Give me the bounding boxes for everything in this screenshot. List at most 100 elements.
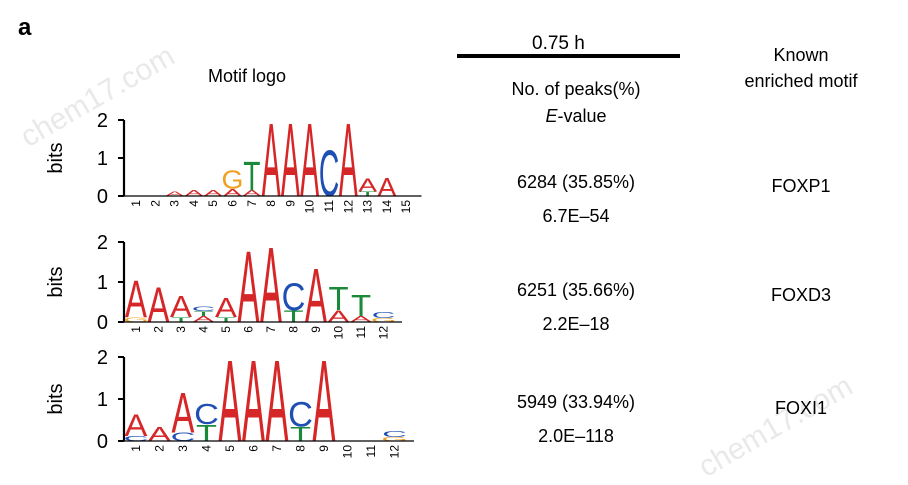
y-tick-label: 2 xyxy=(97,347,108,369)
position-label: 2 xyxy=(148,200,162,207)
logo-letter-C: C xyxy=(319,136,339,210)
logo-letter-C: C xyxy=(282,276,306,319)
position-label: 12 xyxy=(341,200,355,214)
logo-letter-A: A xyxy=(219,338,242,467)
logo-letter-G: G xyxy=(222,164,244,194)
logo-letter-A: A xyxy=(358,175,377,196)
logo-letter-T: T xyxy=(351,288,371,323)
position-label: 3 xyxy=(174,326,188,333)
known-motif-header-line2: enriched motif xyxy=(744,71,858,91)
position-label: 7 xyxy=(264,326,278,333)
row-3-evalue: 2.0E–118 xyxy=(538,426,614,446)
position-label: 10 xyxy=(341,445,355,459)
evalue-header-italic: E xyxy=(545,106,558,126)
logo-letter-A: A xyxy=(281,103,300,219)
position-label: 4 xyxy=(187,200,201,207)
logo-letter-A: A xyxy=(339,103,358,219)
row-1-motif: FOXP1 xyxy=(771,176,831,196)
position-label: 3 xyxy=(168,200,182,207)
logo-letter-C: C xyxy=(288,396,313,434)
time-rule xyxy=(457,54,680,58)
evalue-header-rest: -value xyxy=(557,106,607,126)
position-label: 12 xyxy=(388,445,402,459)
logo-letter-A: A xyxy=(223,187,243,199)
y-tick-label: 2 xyxy=(97,232,108,254)
position-label: 8 xyxy=(294,445,308,452)
logo-letter-C: C xyxy=(194,398,219,431)
position-label: 9 xyxy=(317,445,331,452)
y-tick-label: 1 xyxy=(97,389,108,411)
position-label: 4 xyxy=(197,326,211,333)
logo-letter-A: A xyxy=(262,103,281,219)
position-label: 6 xyxy=(226,200,240,207)
position-label: 2 xyxy=(153,445,167,452)
y-tick-label: 2 xyxy=(97,110,108,132)
logo-letter-T: T xyxy=(359,191,376,198)
logo-letter-A: A xyxy=(148,422,171,445)
y-tick-label: 0 xyxy=(97,312,108,334)
logo-letter-T: T xyxy=(243,153,260,200)
logo-letter-T: T xyxy=(216,316,236,323)
position-label: 11 xyxy=(322,200,336,213)
position-label: 5 xyxy=(206,200,220,207)
time-header: 0.75 h xyxy=(532,33,585,54)
logo-letter-A: A xyxy=(266,338,289,467)
logo-letter-A: A xyxy=(215,294,238,324)
logo-letter-C: C xyxy=(372,311,396,320)
position-label: 13 xyxy=(361,200,375,214)
logo-letter-T: T xyxy=(171,316,191,323)
position-label: 6 xyxy=(242,326,256,333)
position-label: 5 xyxy=(219,326,233,333)
logo-letter-G: G xyxy=(123,316,149,323)
row-2-motif: FOXD3 xyxy=(770,285,831,305)
logo-letter-A: A xyxy=(260,225,282,345)
known-motif-header: Known enriched motif xyxy=(716,42,886,94)
position-label: 1 xyxy=(129,445,143,452)
row-3-peaks: 5949 (33.94%) xyxy=(516,392,636,412)
logo-letter-C: C xyxy=(124,435,149,443)
panel-label: a xyxy=(18,14,32,41)
position-label: 8 xyxy=(287,326,301,333)
position-label: 4 xyxy=(200,445,214,452)
logo-letter-C: C xyxy=(382,429,407,439)
evalue-header: E-value xyxy=(476,103,676,130)
row-1-evalue: 6.7E–54 xyxy=(542,206,610,226)
logo-letter-T: T xyxy=(193,310,213,317)
logo-letter-A: A xyxy=(313,338,336,467)
y-tick-label: 1 xyxy=(97,272,108,294)
logo-letter-A: A xyxy=(328,307,351,326)
position-label: 8 xyxy=(264,200,278,207)
row-1-peaks: 6284 (35.85%) xyxy=(516,172,636,192)
logo-letter-A: A xyxy=(242,189,261,198)
logo-letter-T: T xyxy=(283,307,303,326)
position-label: 12 xyxy=(377,326,391,340)
position-label: 11 xyxy=(354,326,368,339)
logo-letter-A: A xyxy=(238,230,260,344)
position-label: 1 xyxy=(129,200,143,207)
y-axis-label: bits xyxy=(45,142,67,173)
position-label: 6 xyxy=(247,445,261,452)
logo-letter-A: A xyxy=(125,270,148,329)
position-label: 10 xyxy=(332,326,346,340)
y-tick-label: 0 xyxy=(97,431,108,453)
y-tick-label: 0 xyxy=(97,186,108,208)
logo-letter-A: A xyxy=(148,277,170,332)
logo-letter-A: A xyxy=(170,289,193,324)
peaks-header-line1: No. of peaks(%) xyxy=(511,79,641,99)
position-label: 11 xyxy=(364,445,378,458)
logo-letter-A: A xyxy=(172,382,195,446)
logo-letter-G: G xyxy=(371,317,397,323)
logo-letter-T: T xyxy=(328,280,348,317)
y-axis-label: bits xyxy=(45,266,67,297)
position-label: 7 xyxy=(270,445,284,452)
position-label: 2 xyxy=(152,326,166,333)
logo-letter-A: A xyxy=(350,315,372,324)
logo-letter-A: A xyxy=(204,189,223,198)
y-axis-label: bits xyxy=(45,383,67,414)
position-label: 14 xyxy=(380,200,394,214)
logo-letter-A: A xyxy=(125,408,149,444)
